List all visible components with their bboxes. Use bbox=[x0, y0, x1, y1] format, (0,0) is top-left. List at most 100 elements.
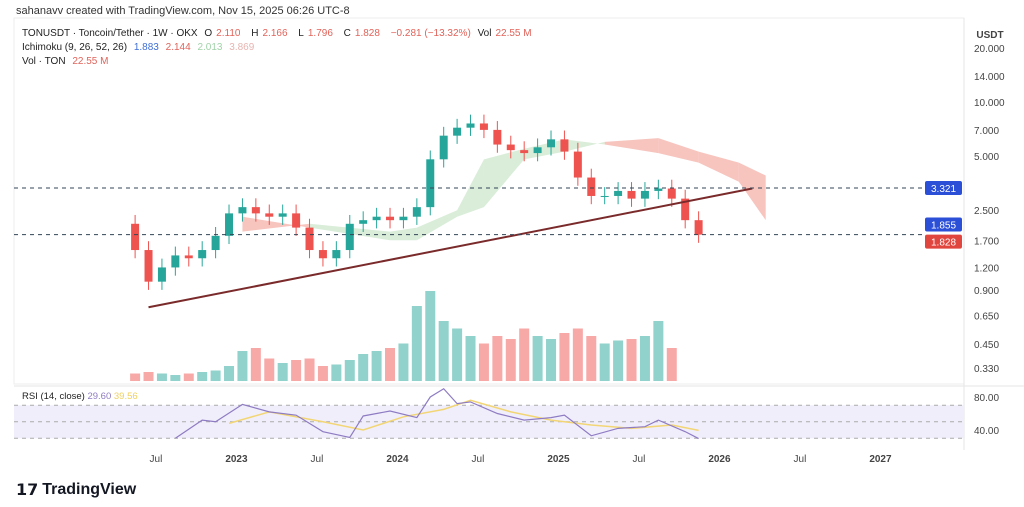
legend: TONUSDT · Toncoin/Tether · 1W · OKX O 2.1… bbox=[22, 27, 540, 69]
rsi-label: RSI (14, close) bbox=[22, 391, 85, 402]
ichimoku-legend[interactable]: Ichimoku (9, 26, 52, 26) 1.883 2.144 2.0… bbox=[22, 41, 540, 55]
symbol-legend[interactable]: TONUSDT · Toncoin/Tether · 1W · OKX O 2.1… bbox=[22, 27, 540, 41]
candle bbox=[144, 250, 153, 282]
candle bbox=[211, 235, 220, 251]
volume-bar bbox=[304, 358, 315, 381]
ichimoku-value: 2.013 bbox=[197, 42, 223, 53]
volume-label: Vol bbox=[477, 28, 492, 39]
volume-bar bbox=[143, 372, 154, 381]
candle bbox=[184, 255, 193, 259]
low-label: L bbox=[298, 28, 304, 39]
volume-bar bbox=[344, 360, 355, 381]
chart-credit: sahanavv created with TradingView.com, N… bbox=[16, 5, 350, 17]
volume-study-value: 22.55 M bbox=[72, 56, 109, 67]
candle bbox=[627, 190, 636, 199]
y-tick-label: 1.700 bbox=[974, 236, 999, 247]
rsi-legend[interactable]: RSI (14, close) 29.60 39.56 bbox=[22, 391, 138, 402]
close-label: C bbox=[343, 28, 351, 39]
ichimoku-value: 2.144 bbox=[165, 42, 191, 53]
volume-bar bbox=[385, 348, 396, 381]
candle bbox=[372, 216, 381, 221]
volume-bar bbox=[210, 370, 221, 381]
price-chart[interactable]: USDT 20.000 14.000 10.000 7.000 5.000 2.500 1.7… bbox=[0, 0, 1024, 470]
low-value: 1.796 bbox=[307, 28, 333, 39]
candle bbox=[198, 250, 207, 259]
volume-bar bbox=[398, 343, 409, 381]
volume-bar bbox=[237, 351, 248, 381]
y-tick-label: 0.650 bbox=[974, 311, 999, 322]
price-tag bbox=[925, 217, 962, 232]
volume-bar bbox=[613, 340, 624, 381]
change-value: −0.281 (−13.32%) bbox=[390, 28, 471, 39]
x-tick-label: 2024 bbox=[386, 454, 409, 465]
candle bbox=[225, 213, 234, 236]
candle bbox=[412, 207, 421, 217]
volume-bar bbox=[626, 339, 637, 381]
candle bbox=[278, 213, 287, 217]
tradingview-logo-icon: 𝟭𝟳 bbox=[16, 482, 39, 499]
open-label: O bbox=[204, 28, 213, 39]
ichimoku-cloud-segment bbox=[564, 139, 605, 152]
volume-bar bbox=[653, 321, 664, 381]
candle bbox=[600, 195, 609, 197]
candle bbox=[587, 177, 596, 196]
price-tag-label: 1.828 bbox=[931, 238, 956, 249]
high-value: 2.166 bbox=[262, 28, 288, 39]
candle bbox=[520, 150, 529, 154]
y-tick-label: 0.900 bbox=[974, 286, 999, 297]
candle bbox=[439, 135, 448, 160]
rsi-ma-value: 39.56 bbox=[113, 391, 138, 402]
candle bbox=[305, 227, 314, 251]
candle bbox=[251, 207, 260, 214]
volume-bar bbox=[317, 366, 328, 381]
candle bbox=[493, 129, 502, 145]
ichimoku-cloud-segment bbox=[604, 138, 659, 154]
volume-bar bbox=[358, 354, 369, 381]
y-tick-label: 10.000 bbox=[974, 98, 1005, 109]
volume-bar bbox=[371, 351, 382, 381]
high-label: H bbox=[251, 28, 259, 39]
volume-bar bbox=[183, 373, 194, 381]
open-item: O 2.110 bbox=[204, 28, 244, 39]
ichimoku-cloud-segment bbox=[698, 151, 739, 182]
ichimoku-value: 1.883 bbox=[133, 42, 159, 53]
trendline bbox=[148, 187, 753, 309]
volume-bar bbox=[572, 328, 583, 381]
volume-bar bbox=[130, 373, 141, 381]
volume-bar bbox=[331, 364, 342, 381]
volume-bar bbox=[250, 348, 261, 381]
volume-bar bbox=[559, 333, 570, 381]
rsi-tick-label: 80.00 bbox=[974, 393, 999, 404]
candle bbox=[533, 147, 542, 154]
price-tag-label: 3.321 bbox=[931, 184, 956, 195]
tradingview-logo[interactable]: 𝟭𝟳 TradingView bbox=[16, 480, 136, 500]
candle bbox=[560, 139, 569, 152]
ichimoku-value: 3.869 bbox=[229, 42, 255, 53]
rsi-value: 29.60 bbox=[87, 391, 112, 402]
candle bbox=[547, 139, 556, 148]
candle bbox=[506, 144, 515, 151]
candle bbox=[426, 159, 435, 208]
ichimoku-cloud-segment bbox=[738, 162, 766, 221]
volume-bar bbox=[492, 336, 503, 381]
x-tick-label: 2027 bbox=[869, 454, 892, 465]
x-tick-label: Jul bbox=[311, 454, 324, 465]
volume-item: Vol 22.55 M bbox=[478, 28, 536, 39]
volume-bar bbox=[586, 336, 597, 381]
rsi-tick-label: 40.00 bbox=[974, 426, 999, 437]
ichimoku-label: Ichimoku (9, 26, 52, 26) bbox=[22, 42, 128, 53]
x-tick-label: Jul bbox=[472, 454, 485, 465]
volume-value: 22.55 M bbox=[495, 28, 532, 39]
high-item: H 2.166 bbox=[251, 28, 291, 39]
volume-bar bbox=[224, 366, 235, 381]
price-tag bbox=[925, 181, 962, 196]
candle bbox=[171, 255, 180, 268]
tradingview-logo-text: TradingView bbox=[42, 481, 137, 498]
candle bbox=[399, 216, 408, 221]
candle bbox=[466, 123, 475, 128]
candle bbox=[453, 127, 462, 136]
y-tick-label: 5.000 bbox=[974, 152, 999, 163]
candle bbox=[345, 223, 354, 251]
volume-legend[interactable]: Vol · TON 22.55 M bbox=[22, 55, 540, 69]
volume-bar bbox=[519, 328, 530, 381]
